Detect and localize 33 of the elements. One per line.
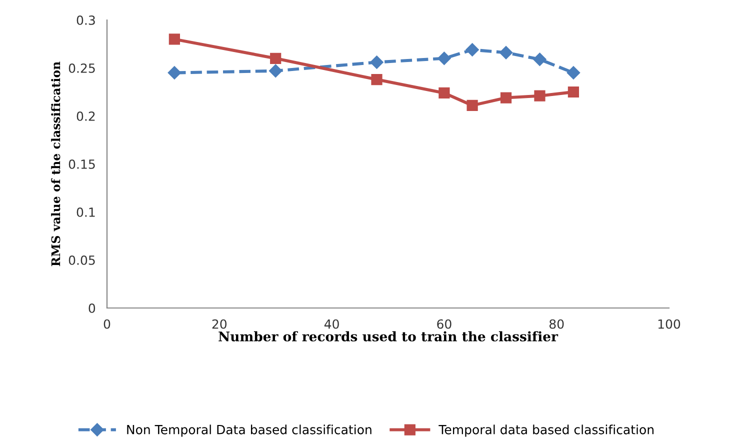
point bbox=[438, 87, 450, 99]
point bbox=[168, 66, 182, 80]
point bbox=[269, 64, 282, 78]
point bbox=[370, 56, 384, 69]
y-axis-title: RMS value of the classification bbox=[51, 62, 60, 266]
y-tick-label: 0 bbox=[88, 303, 96, 313]
y-tick-label: 0.3 bbox=[76, 15, 95, 25]
x-tick-label: 60 bbox=[437, 319, 452, 329]
y-tick-label: 0.1 bbox=[76, 207, 95, 217]
point bbox=[568, 86, 580, 98]
x-tick-label: 100 bbox=[658, 319, 680, 329]
point bbox=[566, 66, 580, 80]
y-tick-label: 0.15 bbox=[68, 159, 95, 169]
x-tick-label: 80 bbox=[549, 319, 564, 329]
x-tick-label: 0 bbox=[104, 319, 110, 329]
x-tick-label: 40 bbox=[324, 319, 339, 329]
legend-label: Non Temporal Data based classification bbox=[127, 424, 372, 437]
x-tick-label: 20 bbox=[212, 319, 227, 329]
point bbox=[500, 92, 512, 104]
point bbox=[168, 34, 180, 45]
y-tick-label: 0.25 bbox=[68, 63, 95, 73]
point bbox=[533, 52, 546, 66]
point bbox=[466, 100, 478, 111]
legend-label: Temporal data based classification bbox=[438, 424, 654, 437]
point bbox=[438, 52, 451, 65]
point bbox=[371, 74, 382, 86]
y-tick-label: 0.05 bbox=[68, 255, 95, 265]
point bbox=[499, 46, 513, 60]
point bbox=[466, 43, 479, 56]
point bbox=[270, 52, 282, 64]
y-tick-label: 0.2 bbox=[76, 111, 95, 121]
x-axis-title: Number of records used to train the classifier bbox=[218, 331, 558, 342]
point bbox=[534, 90, 546, 102]
